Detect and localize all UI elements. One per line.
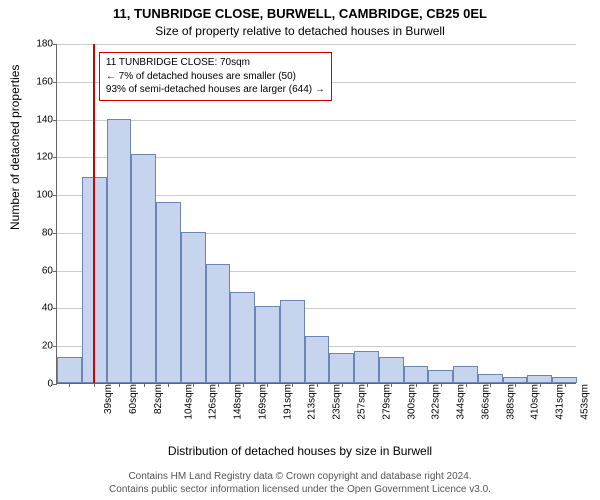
histogram-bar — [379, 357, 404, 383]
ytick-mark — [53, 82, 57, 83]
histogram-bar — [156, 202, 181, 383]
x-axis-label: Distribution of detached houses by size … — [0, 444, 600, 458]
xtick-mark — [466, 383, 467, 387]
ytick-label: 120 — [21, 152, 53, 163]
chart-title-address: 11, TUNBRIDGE CLOSE, BURWELL, CAMBRIDGE,… — [0, 6, 600, 21]
ytick-mark — [53, 346, 57, 347]
xtick-label: 410sqm — [530, 384, 541, 420]
xtick-mark — [416, 383, 417, 387]
xtick-label: 344sqm — [456, 384, 467, 420]
property-marker-line — [93, 44, 95, 383]
histogram-bar — [255, 306, 280, 383]
ytick-mark — [53, 120, 57, 121]
xtick-mark — [193, 383, 194, 387]
histogram-bar — [478, 374, 503, 383]
xtick-mark — [168, 383, 169, 387]
annotation-box: 11 TUNBRIDGE CLOSE: 70sqm← 7% of detache… — [99, 52, 332, 101]
xtick-label: 213sqm — [307, 384, 318, 420]
xtick-label: 453sqm — [579, 384, 590, 420]
xtick-mark — [367, 383, 368, 387]
xtick-label: 257sqm — [357, 384, 368, 420]
histogram-bar — [527, 375, 552, 383]
histogram-bar — [453, 366, 478, 383]
chart-container: 11, TUNBRIDGE CLOSE, BURWELL, CAMBRIDGE,… — [0, 0, 600, 500]
footer-attribution: Contains HM Land Registry data © Crown c… — [0, 470, 600, 496]
xtick-mark — [94, 383, 95, 387]
histogram-bar — [354, 351, 379, 383]
histogram-bar — [230, 292, 255, 383]
ytick-label: 60 — [21, 265, 53, 276]
y-axis-label: Number of detached properties — [8, 65, 22, 230]
xtick-mark — [119, 383, 120, 387]
ytick-mark — [53, 44, 57, 45]
xtick-mark — [441, 383, 442, 387]
xtick-label: 279sqm — [381, 384, 392, 420]
xtick-label: 300sqm — [406, 384, 417, 420]
xtick-label: 235sqm — [332, 384, 343, 420]
ytick-label: 140 — [21, 114, 53, 125]
histogram-bar — [206, 264, 231, 383]
xtick-label: 191sqm — [282, 384, 293, 420]
xtick-mark — [515, 383, 516, 387]
xtick-label: 322sqm — [431, 384, 442, 420]
histogram-bar — [329, 353, 354, 383]
xtick-mark — [490, 383, 491, 387]
xtick-label: 82sqm — [153, 384, 164, 414]
xtick-mark — [144, 383, 145, 387]
ytick-label: 180 — [21, 39, 53, 50]
xtick-label: 104sqm — [183, 384, 194, 420]
xtick-mark — [243, 383, 244, 387]
xtick-mark — [69, 383, 70, 387]
histogram-bar — [57, 357, 82, 383]
gridline — [57, 120, 576, 121]
ytick-label: 40 — [21, 303, 53, 314]
histogram-bar — [428, 370, 453, 383]
footer-line-2: Contains public sector information licen… — [0, 483, 600, 496]
histogram-bar — [305, 336, 330, 383]
ytick-label: 0 — [21, 379, 53, 390]
xtick-mark — [292, 383, 293, 387]
xtick-label: 60sqm — [128, 384, 139, 414]
xtick-mark — [342, 383, 343, 387]
ytick-label: 100 — [21, 190, 53, 201]
ytick-mark — [53, 308, 57, 309]
plot-area: 02040608010012014016018039sqm60sqm82sqm1… — [56, 44, 576, 384]
xtick-label: 126sqm — [208, 384, 219, 420]
xtick-label: 169sqm — [258, 384, 269, 420]
xtick-mark — [540, 383, 541, 387]
ytick-label: 20 — [21, 341, 53, 352]
annotation-line-3: 93% of semi-detached houses are larger (… — [106, 83, 325, 97]
ytick-mark — [53, 233, 57, 234]
ytick-mark — [53, 384, 57, 385]
xtick-mark — [565, 383, 566, 387]
footer-line-1: Contains HM Land Registry data © Crown c… — [0, 470, 600, 483]
ytick-label: 80 — [21, 227, 53, 238]
chart-subtitle: Size of property relative to detached ho… — [0, 24, 600, 38]
ytick-mark — [53, 195, 57, 196]
xtick-mark — [317, 383, 318, 387]
histogram-bar — [181, 232, 206, 383]
annotation-line-2: ← 7% of detached houses are smaller (50) — [106, 70, 325, 84]
histogram-bar — [280, 300, 305, 383]
histogram-bar — [107, 119, 132, 383]
ytick-mark — [53, 271, 57, 272]
xtick-label: 39sqm — [103, 384, 114, 414]
xtick-mark — [391, 383, 392, 387]
xtick-label: 148sqm — [233, 384, 244, 420]
ytick-label: 160 — [21, 76, 53, 87]
xtick-label: 366sqm — [480, 384, 491, 420]
ytick-mark — [53, 157, 57, 158]
xtick-label: 388sqm — [505, 384, 516, 420]
xtick-label: 431sqm — [555, 384, 566, 420]
xtick-mark — [218, 383, 219, 387]
histogram-bar — [404, 366, 429, 383]
gridline — [57, 44, 576, 45]
annotation-line-1: 11 TUNBRIDGE CLOSE: 70sqm — [106, 56, 325, 70]
xtick-mark — [267, 383, 268, 387]
histogram-bar — [131, 154, 156, 383]
